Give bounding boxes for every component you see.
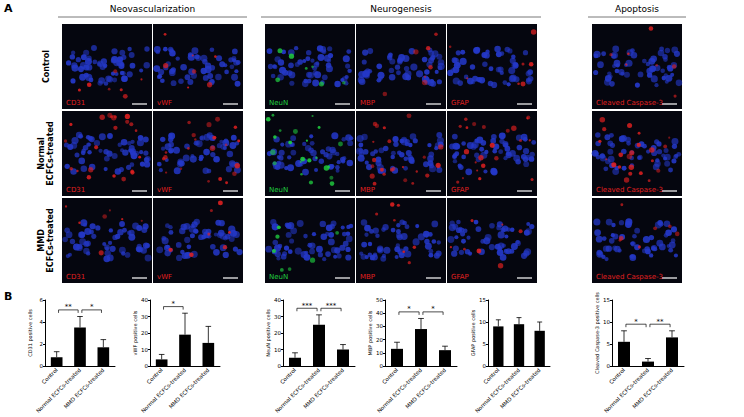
svg-text:CD31: CD31 [66, 186, 85, 194]
svg-text:*: * [431, 305, 435, 313]
svg-text:GFAP positive cells: GFAP positive cells [470, 309, 477, 356]
svg-text:ECFCs-treated: ECFCs-treated [46, 121, 55, 186]
svg-text:0: 0 [278, 363, 282, 369]
svg-text:*: * [407, 305, 411, 313]
svg-text:Normal: Normal [37, 137, 46, 170]
svg-text:20: 20 [274, 330, 281, 336]
svg-text:Cleaved Caspase-3: Cleaved Caspase-3 [596, 186, 663, 194]
svg-text:*: * [634, 318, 638, 326]
svg-text:**: ** [657, 318, 665, 326]
svg-text:Control: Control [381, 367, 400, 386]
svg-text:Cleaved Caspase-3 positive cel: Cleaved Caspase-3 positive cells [594, 292, 601, 374]
svg-text:*: * [172, 300, 176, 308]
svg-text:Normal ECFCs-treated: Normal ECFCs-treated [140, 367, 187, 414]
svg-text:Control: Control [482, 367, 501, 386]
svg-text:**: ** [65, 303, 73, 311]
svg-text:MBP: MBP [360, 99, 375, 107]
svg-text:Control: Control [41, 367, 60, 386]
svg-text:Normal ECFCs-treated: Normal ECFCs-treated [274, 367, 321, 414]
svg-text:MMD ECFCs-treated: MMD ECFCs-treated [63, 367, 106, 410]
svg-text:MMD ECFCs-treated: MMD ECFCs-treated [499, 367, 542, 410]
svg-text:CD31: CD31 [66, 99, 85, 107]
svg-text:40: 40 [376, 310, 383, 316]
svg-text:2: 2 [40, 341, 44, 347]
svg-text:MMD: MMD [37, 229, 46, 252]
svg-text:30: 30 [274, 314, 281, 320]
svg-text:5: 5 [483, 341, 487, 347]
svg-text:Control: Control [42, 50, 51, 83]
svg-text:***: *** [326, 302, 337, 310]
svg-text:30: 30 [141, 314, 148, 320]
svg-text:0: 0 [607, 363, 611, 369]
svg-text:6: 6 [40, 297, 44, 303]
svg-text:MMD ECFCs-treated: MMD ECFCs-treated [168, 367, 211, 410]
svg-text:5: 5 [607, 341, 611, 347]
svg-text:Normal ECFCs-treated: Normal ECFCs-treated [35, 367, 82, 414]
svg-text:A: A [4, 2, 13, 15]
svg-text:MBP: MBP [360, 273, 375, 281]
svg-text:10: 10 [479, 319, 486, 325]
svg-text:GFAP: GFAP [451, 273, 469, 281]
svg-text:GFAP: GFAP [451, 99, 469, 107]
svg-text:*: * [90, 303, 94, 311]
svg-text:10: 10 [274, 347, 281, 353]
svg-text:Control: Control [279, 367, 298, 386]
svg-text:***: *** [302, 302, 313, 310]
svg-text:vWF: vWF [157, 273, 172, 281]
svg-text:10: 10 [376, 350, 383, 356]
svg-text:Apoptosis: Apoptosis [615, 4, 659, 14]
svg-text:vWF: vWF [157, 99, 172, 107]
svg-text:NeuN positive cells: NeuN positive cells [265, 309, 272, 357]
svg-text:Normal ECFCs-treated: Normal ECFCs-treated [603, 367, 650, 414]
svg-text:40: 40 [274, 297, 281, 303]
svg-text:MBP positive cells: MBP positive cells [367, 310, 374, 355]
svg-text:20: 20 [141, 330, 148, 336]
svg-text:Cleaved Caspase-3: Cleaved Caspase-3 [596, 273, 663, 281]
svg-text:10: 10 [141, 347, 148, 353]
svg-text:15: 15 [479, 297, 486, 303]
svg-text:ECFCs-treated: ECFCs-treated [46, 208, 55, 273]
svg-text:4: 4 [40, 319, 44, 325]
svg-text:30: 30 [376, 323, 383, 329]
svg-text:15: 15 [603, 297, 610, 303]
svg-text:Cleaved Caspase-3: Cleaved Caspase-3 [596, 99, 663, 107]
svg-text:Neurogenesis: Neurogenesis [370, 4, 432, 14]
svg-text:NeuN: NeuN [269, 186, 288, 194]
svg-text:MMD ECFCs-treated: MMD ECFCs-treated [631, 367, 674, 410]
svg-text:Normal ECFCs-treated: Normal ECFCs-treated [376, 367, 423, 414]
svg-text:MBP: MBP [360, 186, 375, 194]
svg-text:GFAP: GFAP [451, 186, 469, 194]
svg-text:MMD ECFCs-treated: MMD ECFCs-treated [404, 367, 447, 410]
svg-text:0: 0 [380, 363, 384, 369]
svg-text:vWF positive cells: vWF positive cells [132, 310, 139, 355]
svg-text:Neovascularization: Neovascularization [110, 4, 196, 14]
svg-text:B: B [4, 290, 12, 303]
svg-text:Control: Control [146, 367, 165, 386]
svg-text:0: 0 [483, 363, 487, 369]
svg-text:50: 50 [376, 297, 383, 303]
svg-text:vWF: vWF [157, 186, 172, 194]
svg-text:NeuN: NeuN [269, 273, 288, 281]
svg-text:Control: Control [608, 367, 627, 386]
svg-text:0: 0 [145, 363, 149, 369]
svg-text:10: 10 [603, 319, 610, 325]
svg-text:MMD ECFCs-treated: MMD ECFCs-treated [302, 367, 345, 410]
svg-text:Normal ECFCs-treated: Normal ECFCs-treated [473, 366, 522, 415]
svg-text:NeuN: NeuN [269, 99, 288, 107]
svg-text:40: 40 [141, 297, 148, 303]
svg-text:CD31: CD31 [66, 273, 85, 281]
svg-text:CD31 positive cells: CD31 positive cells [27, 309, 34, 357]
svg-text:0: 0 [40, 363, 44, 369]
svg-text:20: 20 [376, 337, 383, 343]
